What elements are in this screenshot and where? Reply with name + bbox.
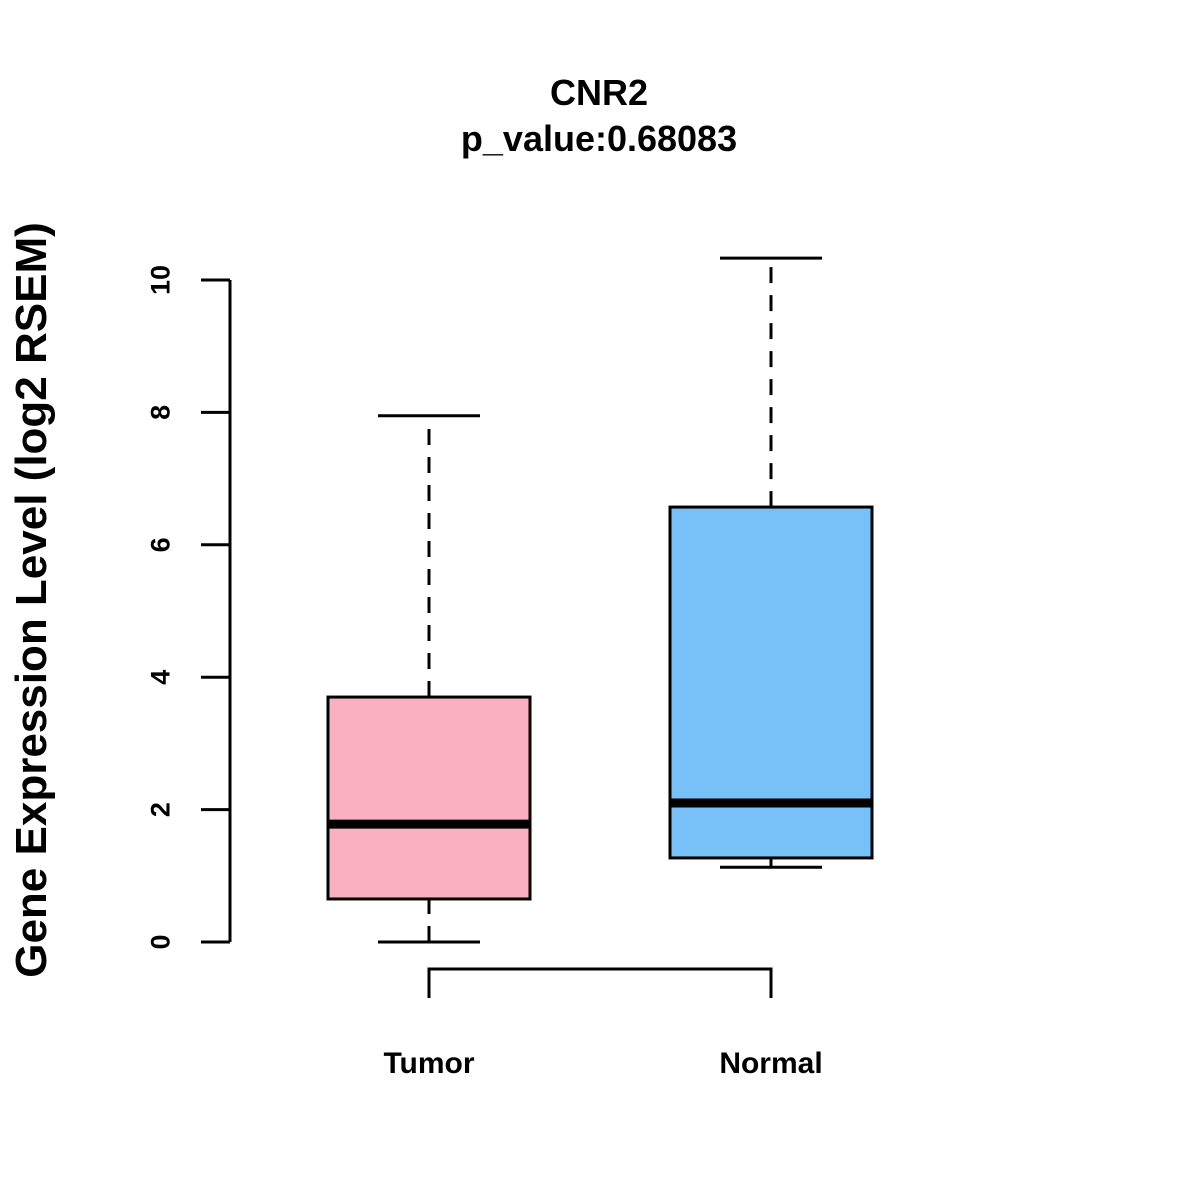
- chart-subtitle: p_value:0.68083: [461, 118, 737, 159]
- y-tick-label-10: 10: [145, 265, 175, 295]
- y-tick-label-4: 4: [145, 670, 175, 685]
- bracket-line: [427, 967, 773, 998]
- boxes: [326, 256, 874, 944]
- y-tick-label-2: 2: [145, 802, 175, 817]
- chart-title: CNR2: [550, 72, 648, 113]
- y-tick-label-0: 0: [145, 934, 175, 949]
- x-label-tumor: Tumor: [383, 1047, 474, 1080]
- y-tick-label-6: 6: [145, 537, 175, 552]
- y-axis-label: Gene Expression Level (log2 RSEM): [7, 222, 56, 978]
- x-label-normal: Normal: [719, 1047, 822, 1080]
- y-tick-label-8: 8: [145, 405, 175, 420]
- comparison-bracket: [427, 967, 773, 998]
- x-axis-labels: Tumor Normal: [383, 1047, 822, 1080]
- tumor-box: [326, 695, 532, 901]
- y-axis: 0 2 4 6 8 10: [145, 265, 232, 950]
